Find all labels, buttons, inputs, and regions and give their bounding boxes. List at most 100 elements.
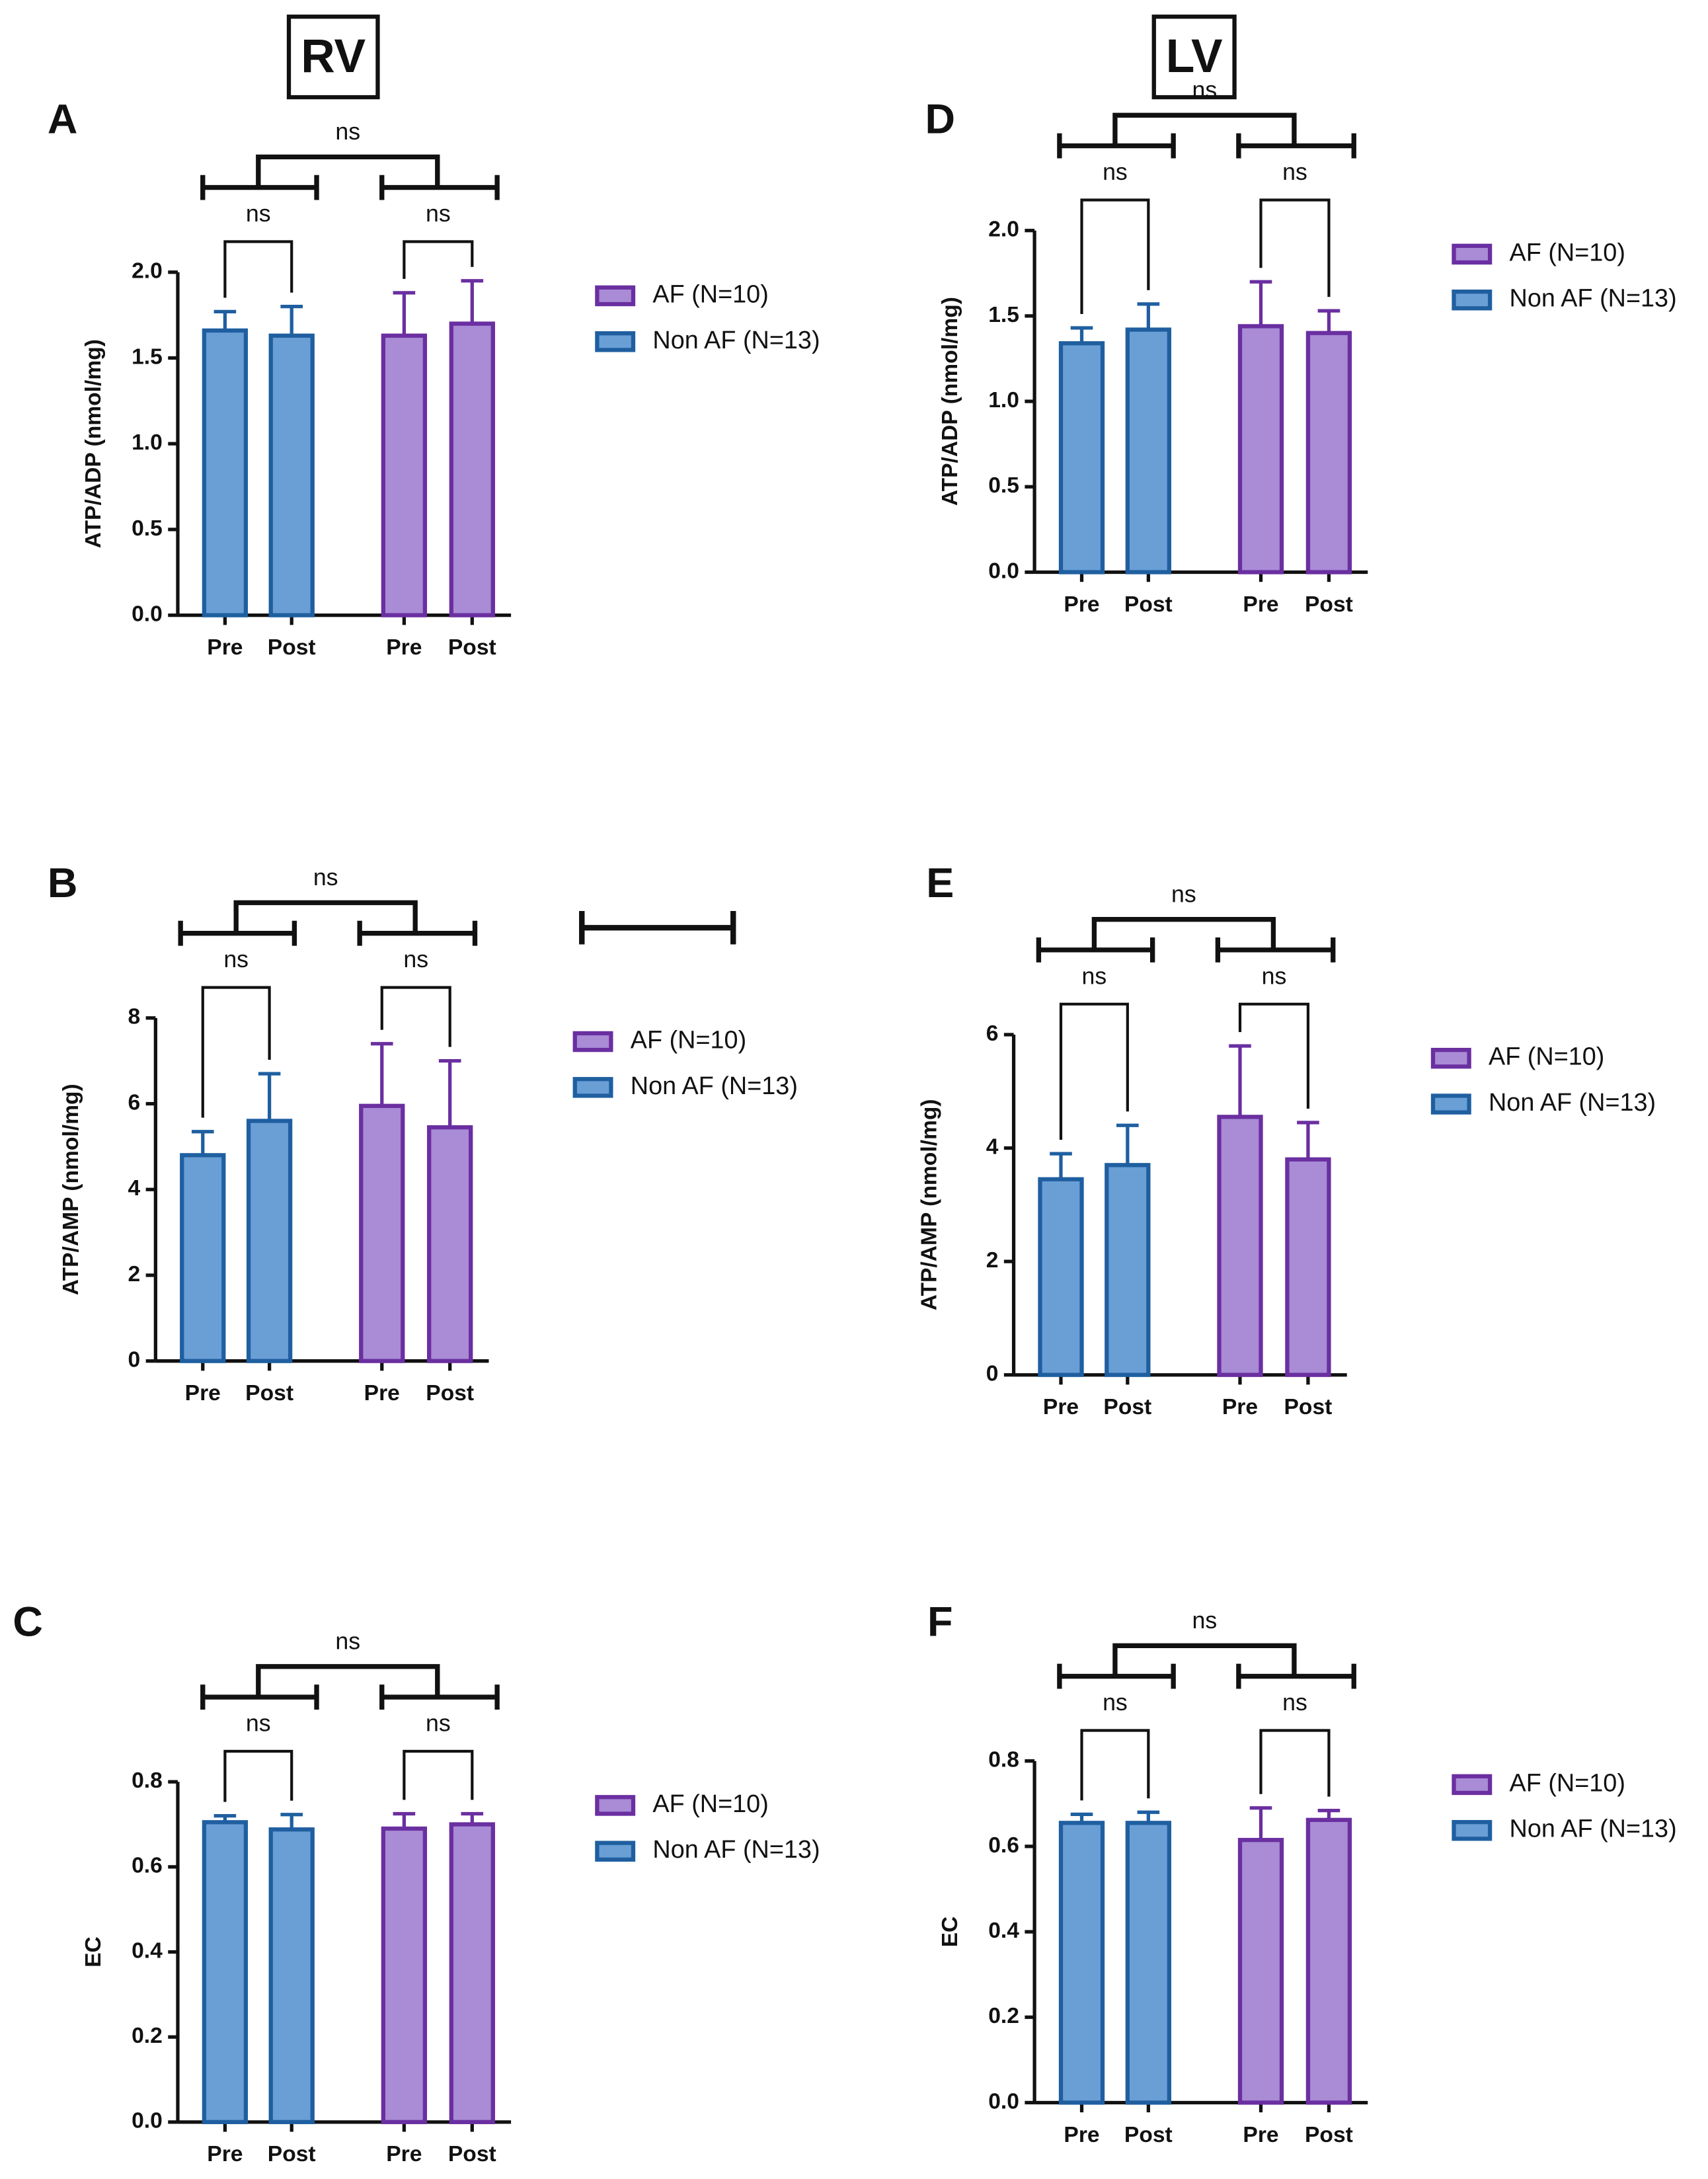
bar [427, 1125, 473, 1363]
y-tick-label: 0.8 [988, 1748, 1019, 1772]
legend-swatch [595, 1795, 636, 1816]
x-tick-label: Pre [386, 635, 422, 660]
y-tick-label: 0.6 [132, 1854, 163, 1878]
x-tick-label: Pre [1243, 2123, 1278, 2147]
y-axis-label: ATP/ADP (nmol/mg) [938, 297, 962, 506]
significance-label: ns [403, 946, 428, 972]
y-tick-label: 2.0 [132, 259, 163, 284]
legend-label: Non AF (N=13) [1510, 1815, 1677, 1843]
significance-label: ns [1082, 963, 1107, 989]
y-tick-label: 6 [128, 1090, 141, 1115]
legend-swatch [1430, 1093, 1471, 1115]
y-tick-label: 2 [128, 1262, 141, 1287]
x-tick-label: Pre [1064, 592, 1099, 617]
bar [1305, 331, 1352, 574]
x-tick-label: Post [1284, 1395, 1333, 1419]
significance-label: ns [1171, 881, 1196, 907]
y-tick-label: 0.6 [988, 1833, 1019, 1858]
significance-label: ns [223, 946, 249, 972]
y-tick-label: 0.0 [988, 2089, 1019, 2114]
legend-swatch [595, 285, 636, 307]
significance-bracket [223, 240, 293, 298]
legend-swatch [572, 1031, 613, 1052]
bar [202, 328, 249, 617]
bar [1285, 1157, 1331, 1377]
y-tick-label: 0.0 [132, 2109, 163, 2133]
significance-label: ns [1192, 1607, 1218, 1634]
x-tick-label: Pre [386, 2142, 422, 2166]
x-tick-label: Pre [1043, 1395, 1079, 1419]
significance-label: ns [426, 200, 451, 227]
bar [268, 333, 315, 617]
y-tick-label: 1.0 [132, 430, 163, 455]
panel-letter: A [48, 97, 78, 143]
panel-letter: E [926, 860, 954, 906]
x-tick-label: Pre [1222, 1395, 1258, 1419]
y-tick-label: 0.4 [132, 1938, 163, 1963]
significance-bracket [223, 1749, 293, 1802]
significance-label: ns [1192, 77, 1218, 103]
top-bracket [256, 1664, 440, 1698]
legend-swatch [572, 1077, 613, 1098]
significance-bracket [201, 986, 271, 1118]
y-axis-label: EC [938, 1917, 962, 1948]
y-tick-label: 0.2 [132, 2024, 163, 2048]
bar [381, 333, 428, 617]
legend-swatch [1452, 1819, 1493, 1841]
y-tick-label: 0.0 [132, 602, 163, 626]
bar [202, 1820, 249, 2125]
significance-bracket [380, 986, 451, 1047]
panel-letter: F [927, 1599, 953, 1645]
y-axis-label: ATP/AMP (nmol/mg) [917, 1099, 941, 1310]
significance-label: ns [1282, 159, 1307, 185]
significance-bracket [1238, 1002, 1310, 1109]
legend-label: AF (N=10) [1510, 1769, 1625, 1797]
legend-swatch [1452, 243, 1493, 265]
x-tick-label: Post [426, 1381, 474, 1406]
legend-swatch [1452, 1774, 1493, 1796]
bar [1217, 1115, 1263, 1377]
legend-label: Non AF (N=13) [631, 1072, 798, 1100]
panel-letter: D [925, 97, 955, 143]
significance-label: ns [1262, 963, 1287, 989]
y-axis-label: ATP/AMP (nmol/mg) [59, 1084, 83, 1295]
panel-letter: C [13, 1599, 43, 1645]
y-tick-label: 2 [986, 1248, 999, 1273]
bar [449, 321, 495, 617]
legend-swatch [595, 1841, 636, 1862]
x-tick-label: Pre [207, 635, 243, 660]
significance-label: ns [335, 118, 360, 145]
significance-bracket [1080, 1729, 1150, 1801]
header: LV [1166, 30, 1223, 83]
y-tick-label: 0.0 [988, 559, 1019, 583]
x-tick-label: Post [1305, 592, 1353, 617]
y-tick-label: 0 [986, 1362, 999, 1386]
x-tick-label: Post [245, 1381, 293, 1406]
bar [359, 1103, 405, 1363]
significance-bracket [403, 240, 474, 279]
legend-label: Non AF (N=13) [652, 1836, 820, 1864]
legend-label: AF (N=10) [1489, 1043, 1604, 1071]
legend-label: AF (N=10) [1510, 239, 1625, 266]
legend-swatch [595, 331, 636, 352]
x-tick-label: Pre [364, 1381, 400, 1406]
header-box [286, 15, 380, 100]
x-tick-label: Post [268, 2142, 316, 2166]
significance-label: ns [313, 864, 338, 891]
x-tick-label: Post [1124, 2123, 1173, 2147]
significance-bracket [1080, 198, 1150, 314]
top-bracket [1112, 1643, 1297, 1677]
x-tick-label: Pre [1064, 2123, 1099, 2147]
significance-label: ns [246, 1710, 271, 1737]
bar [268, 1827, 315, 2125]
y-tick-label: 4 [128, 1176, 141, 1201]
bar [381, 1826, 428, 2125]
y-tick-label: 1.0 [988, 388, 1019, 413]
bar [1237, 324, 1284, 574]
bar [1058, 1821, 1105, 2105]
significance-label: ns [1103, 1689, 1128, 1716]
significance-bracket [403, 1749, 474, 1800]
y-tick-label: 4 [986, 1134, 999, 1159]
legend-swatch [1430, 1047, 1471, 1069]
legend-label: AF (N=10) [631, 1027, 746, 1054]
